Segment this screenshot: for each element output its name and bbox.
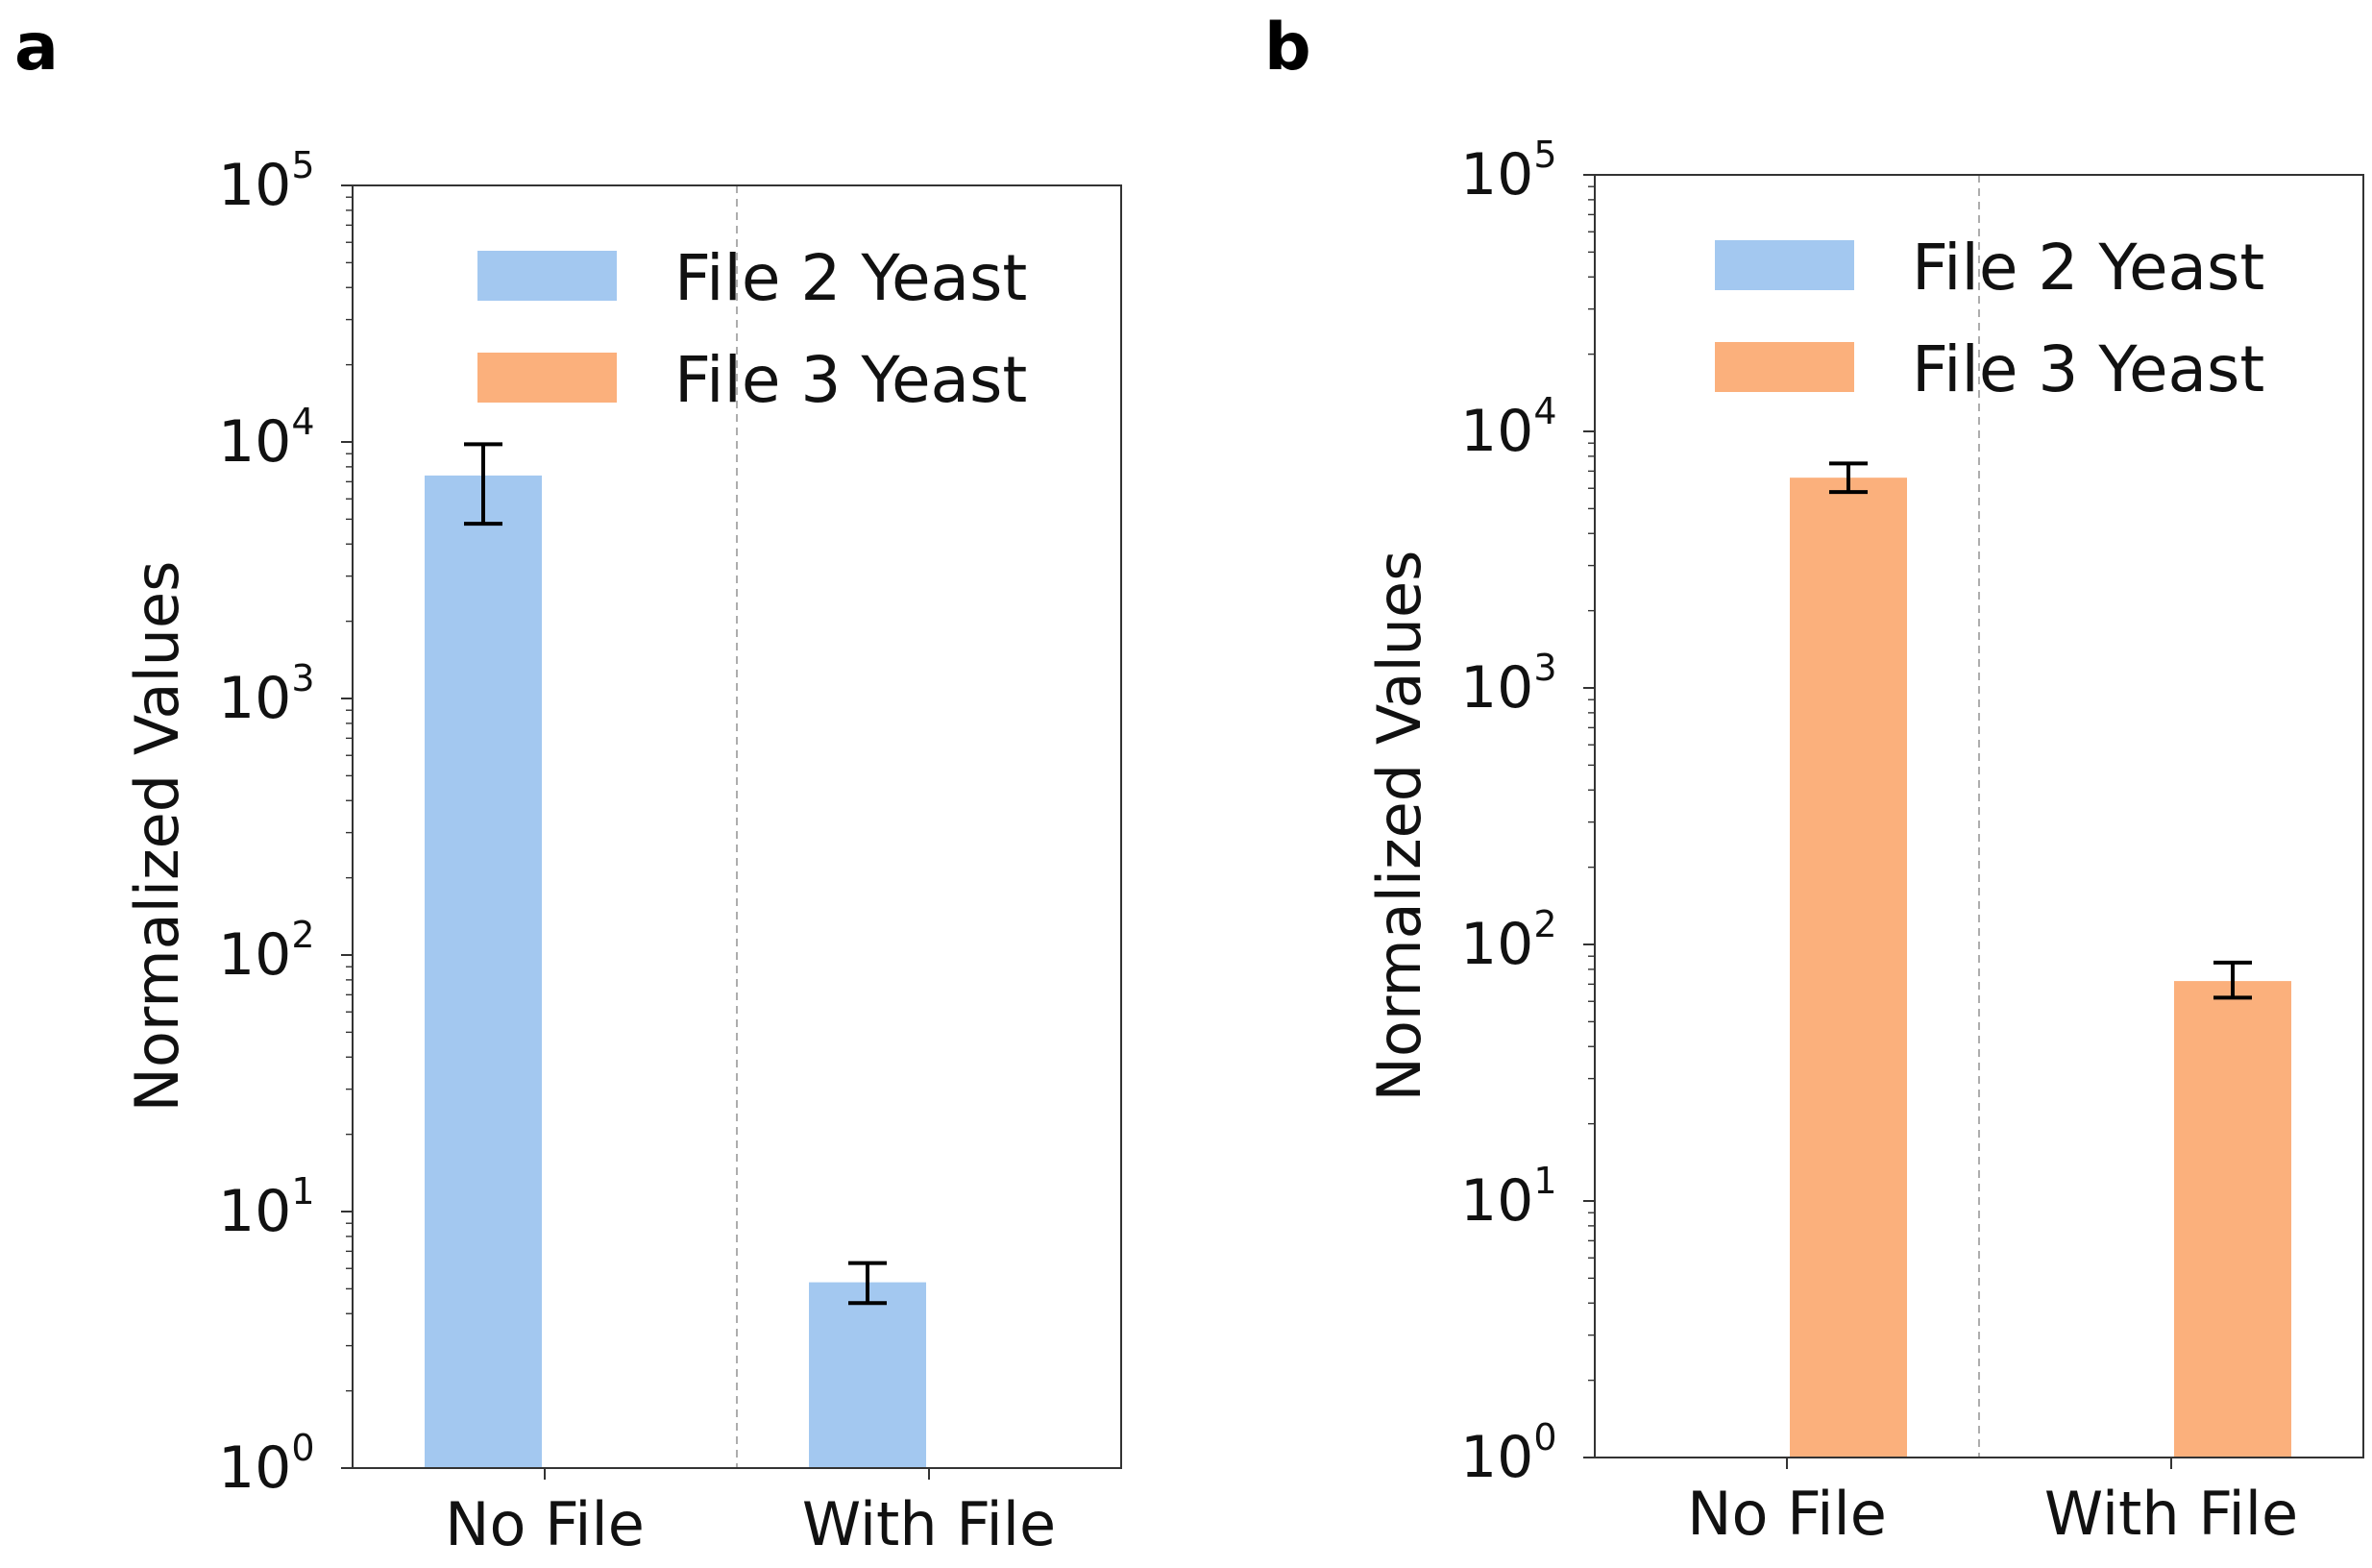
panel-a-chart: a 100 101 102 103 104 105 No File With File Norma…: [14, 10, 1122, 1559]
panel-letter: a: [14, 10, 59, 86]
x-category-label: No File: [1687, 1479, 1887, 1549]
y-axis-label: Normalized Values: [122, 561, 192, 1113]
y-tick-label: 105: [218, 144, 315, 219]
x-category-label: With File: [2044, 1479, 2298, 1549]
bar-file2-1: [809, 1282, 926, 1468]
y-tick-label: 101: [1460, 1160, 1557, 1235]
x-category-label: No File: [445, 1489, 645, 1559]
y-axis-label: Normalized Values: [1364, 551, 1434, 1102]
y-tick-label: 102: [1460, 903, 1557, 978]
y-tick-label: 104: [1460, 390, 1557, 465]
axis-frame: [1594, 174, 2364, 1458]
legend-label: File 3 Yeast: [674, 343, 1027, 417]
legend-label: File 2 Yeast: [674, 241, 1027, 315]
bar-file3-0: [1790, 478, 1907, 1458]
legend-swatch-file2: [1715, 240, 1854, 290]
y-tick-label: 100: [1460, 1416, 1557, 1491]
legend-swatch-file3: [1715, 342, 1854, 392]
panel-letter: b: [1264, 10, 1311, 86]
bar-file2-0: [425, 475, 542, 1468]
y-tick-label: 103: [218, 657, 315, 732]
legend-swatch-file2: [477, 251, 617, 301]
panel-b-chart: b 100 101 102 103 104 105 No File With File Norma…: [1264, 10, 2364, 1549]
legend-label: File 2 Yeast: [1912, 231, 2264, 305]
y-tick-label: 102: [218, 914, 315, 989]
legend-swatch-file3: [477, 353, 617, 403]
y-tick-label: 100: [218, 1427, 315, 1502]
y-tick-label: 104: [218, 401, 315, 476]
axis-frame: [352, 184, 1122, 1469]
y-tick-label: 105: [1460, 134, 1557, 208]
bar-file3-1: [2174, 981, 2291, 1458]
legend-label: File 3 Yeast: [1912, 332, 2264, 406]
x-category-label: With File: [802, 1489, 1056, 1559]
y-tick-label: 101: [218, 1170, 315, 1245]
y-tick-label: 103: [1460, 647, 1557, 722]
